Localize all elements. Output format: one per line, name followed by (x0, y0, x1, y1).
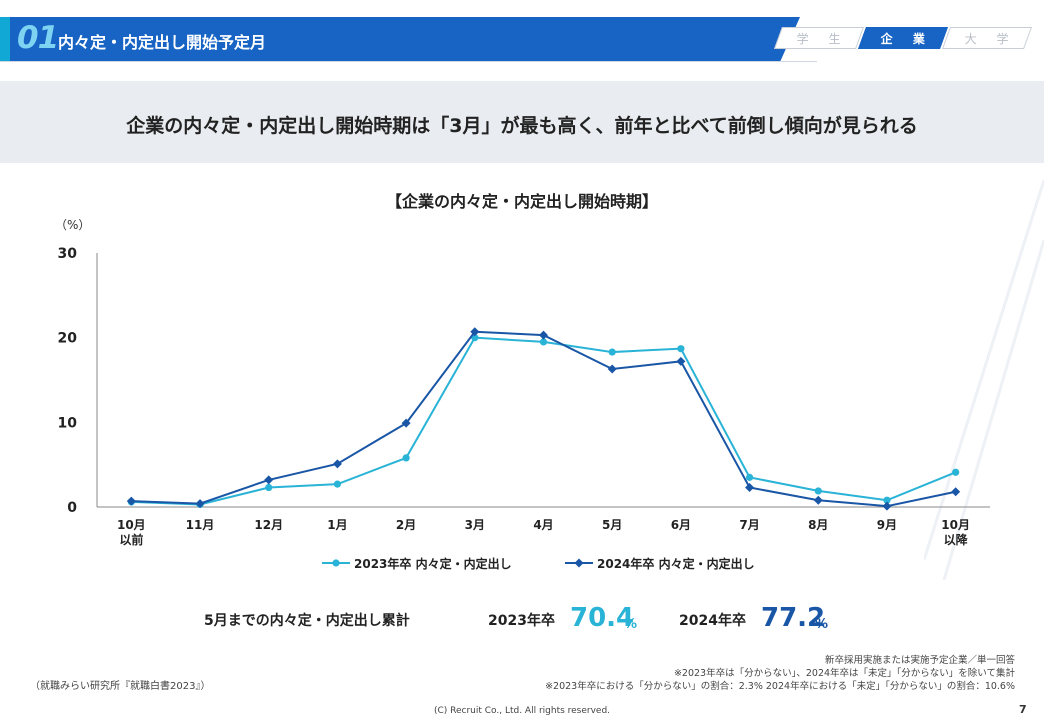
series-1-point (265, 483, 273, 492)
series-2-point (745, 483, 755, 493)
y-tick-label: 30 (58, 246, 78, 262)
series-1-point (471, 334, 479, 342)
series-1-point (677, 345, 685, 353)
x-tick-label: 10月 (941, 518, 970, 532)
summary-unit-2023: % (624, 617, 638, 632)
series-1-point (539, 338, 548, 346)
x-tick-label: 7月 (739, 518, 759, 532)
series-2-point (332, 459, 342, 469)
series-1-point (333, 480, 342, 488)
chart-title: 【企業の内々定・内定出し開始時期】 (385, 192, 658, 211)
note-line-1: 新卒採用実施または実施予定企業／単一回答 (824, 655, 1015, 666)
legend-label-2: 2024年卒 内々定・内定出し (597, 556, 755, 571)
legend-marker-1 (332, 559, 340, 567)
copyright: (C) Recruit Co., Ltd. All rights reserve… (433, 706, 611, 716)
series-1-point (745, 473, 754, 481)
summary-label: 5月までの内々定・内定出し累計 (204, 613, 410, 629)
x-tick-label: 10月 (117, 518, 146, 532)
y-tick-label: 20 (58, 331, 78, 347)
series-2-point (195, 499, 205, 509)
decorative-stripes (924, 179, 1044, 580)
section-number: 01 (17, 20, 59, 56)
section-title: 内々定・内定出し開始予定月 (58, 33, 267, 52)
y-tick-label: 0 (67, 500, 77, 516)
series-1-point (814, 487, 822, 495)
series-2-point (882, 501, 892, 511)
page-number: 7 (1019, 703, 1027, 716)
x-tick-label: 2月 (396, 518, 416, 532)
x-tick-label: 6月 (671, 518, 691, 532)
summary-unit-2024: % (815, 617, 829, 632)
summary-value-2024: 77.2 (761, 603, 826, 633)
x-tick-label: 12月 (254, 518, 283, 532)
header-bar (0, 17, 800, 62)
x-tick-label: 8月 (808, 518, 828, 532)
summary-year-2023: 2023年卒 (488, 613, 555, 629)
source-citation: （就職みらい研究所『就職白書2023』） (30, 681, 211, 692)
x-tick-label: 4月 (533, 518, 553, 532)
x-tick-label: 以前 (119, 532, 143, 547)
header-accent-strip (0, 17, 10, 62)
series-2-point (676, 356, 686, 366)
headline-banner (0, 81, 1044, 163)
x-tick-label: 9月 (877, 518, 897, 532)
summary-year-2024: 2024年卒 (679, 613, 746, 629)
series-1-point (952, 468, 960, 476)
series-2-point (607, 364, 617, 374)
x-tick-label: 1月 (327, 518, 347, 532)
x-tick-label: 5月 (602, 518, 622, 532)
y-tick-label: 10 (58, 415, 78, 431)
x-tick-label: 以降 (944, 532, 969, 547)
series-2-point (813, 495, 823, 505)
x-tick-label: 3月 (465, 518, 485, 532)
legend-label-1: 2023年卒 内々定・内定出し (354, 556, 512, 571)
series-2-point (401, 418, 411, 428)
headline-text: 企業の内々定・内定出し開始時期は「3月」が最も高く、前年と比べて前倒し傾向が見ら… (126, 115, 918, 137)
series-1-point (883, 496, 891, 504)
series-2-point (539, 330, 548, 340)
series-1-point (608, 348, 616, 356)
note-line-3: ※2023年卒における「分からない」の割合：2.3% 2024年卒における「未定… (545, 681, 1015, 692)
series-2-point (951, 487, 961, 497)
y-axis-unit-label: （%） (55, 218, 90, 232)
x-tick-label: 11月 (186, 518, 215, 532)
legend-marker-2 (574, 558, 584, 568)
series-2-point (264, 475, 274, 485)
series-2-point (470, 327, 480, 337)
note-line-2: ※2023年卒は「分からない」、2024年卒は「未定」「分からない」を除いて集計 (673, 668, 1015, 679)
series-line-2 (131, 330, 956, 508)
series-1-point (402, 454, 410, 462)
summary-value-2023: 70.4 (570, 603, 635, 633)
series-line-1 (131, 336, 957, 506)
header-divider (0, 61, 817, 62)
series-2-point (126, 496, 136, 506)
